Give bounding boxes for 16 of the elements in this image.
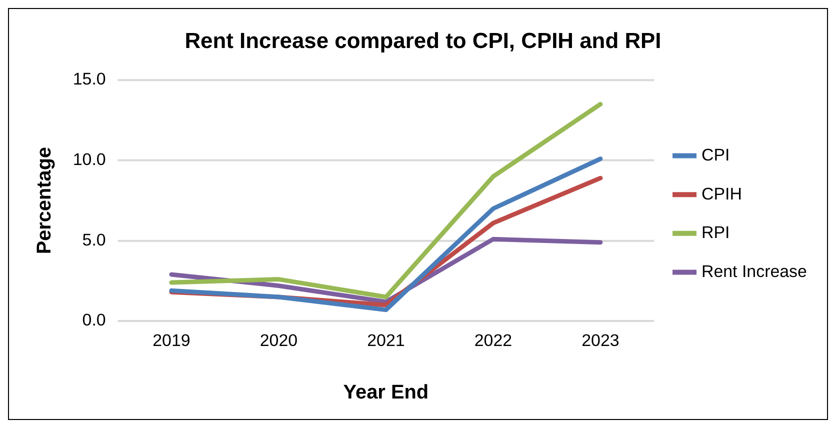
legend-label: CPI xyxy=(701,145,730,164)
legend-label: CPIH xyxy=(701,184,742,204)
x-axis-title: Year End xyxy=(343,382,429,404)
x-tick-label: 2019 xyxy=(152,330,190,350)
y-tick-label: 0.0 xyxy=(82,310,106,330)
legend-label: Rent Increase xyxy=(701,262,807,281)
y-tick-label: 5.0 xyxy=(82,230,106,250)
y-tick-label: 10.0 xyxy=(72,150,106,170)
legend-label: RPI xyxy=(701,223,730,242)
chart-title: Rent Increase compared to CPI, CPIH and RPI xyxy=(184,28,662,54)
x-tick-label: 2022 xyxy=(474,330,512,350)
x-tick-label: 2020 xyxy=(260,330,298,350)
y-axis-title: Percentage xyxy=(33,146,56,254)
x-tick-label: 2021 xyxy=(367,330,405,350)
x-tick-label: 2023 xyxy=(582,330,620,350)
y-tick-label: 15.0 xyxy=(72,70,106,89)
